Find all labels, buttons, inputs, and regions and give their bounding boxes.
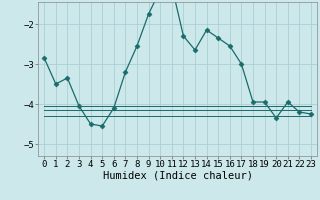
X-axis label: Humidex (Indice chaleur): Humidex (Indice chaleur) <box>103 171 252 181</box>
